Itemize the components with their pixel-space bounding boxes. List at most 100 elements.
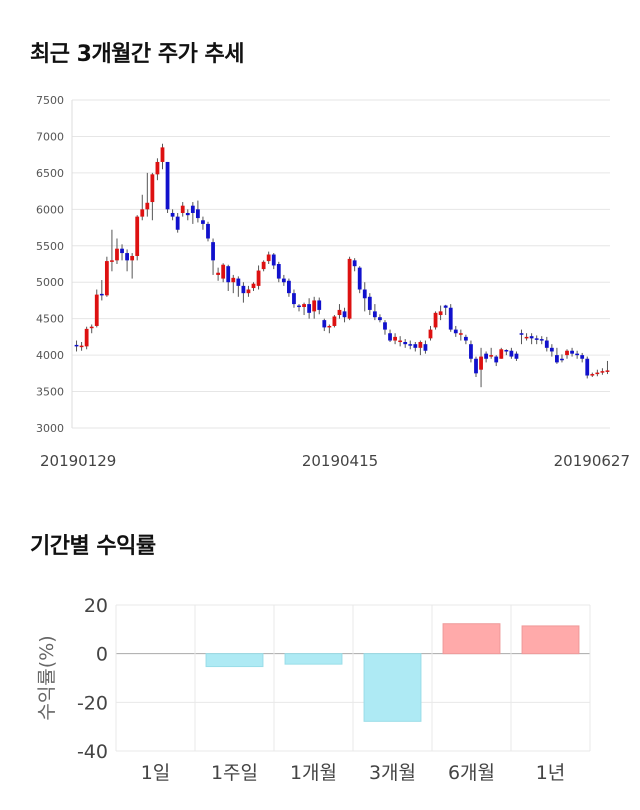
candle-body [206,223,210,239]
candle-body [115,248,119,261]
candle-body [403,341,408,345]
candle-body [180,205,185,213]
candle-body [327,325,332,328]
candle-body [190,205,195,213]
return-x-tick-label: 1개월 [290,762,337,784]
candle-body [524,336,529,339]
candle-body [236,278,241,286]
candle-body [276,264,281,279]
candle-body [585,358,590,376]
price-y-tick-label: 4500 [36,313,64,326]
candle-body [605,370,610,372]
candle-body [595,372,600,375]
candle-body [489,355,494,357]
candle-body [292,293,296,305]
candle-body [479,356,483,370]
candle-body [408,344,413,346]
return-bar [521,625,580,655]
candle-body [145,202,150,210]
return-x-tick-label: 6개월 [448,762,495,784]
candle-body [266,254,271,262]
price-y-tick-label: 5500 [36,240,64,253]
return-bar [205,653,264,668]
return-y-tick-label: 0 [96,644,108,666]
returns-bar-chart: 20 0 -20 -40 1일 1주일 1개월 3개월 6개월 1년 수익률(%) [36,595,591,784]
candle-body [155,161,160,175]
candle-body [84,328,89,347]
candle-body [246,289,251,294]
candle-body [211,242,215,261]
candle-body [140,209,145,217]
candle-body [221,264,226,279]
candle-body [165,161,170,210]
candle-body [352,260,357,267]
candle-body [590,374,595,376]
candle-body [94,294,99,326]
candle-body [413,344,418,348]
candle-body [393,336,397,341]
candle-body [79,345,84,348]
price-y-tick-label: 3500 [36,386,64,399]
return-y-tick-label: -20 [77,692,108,714]
candle-body [469,344,473,359]
price-y-tick-label: 6000 [36,203,64,216]
candle-body [372,311,377,318]
candle-body [362,289,367,299]
return-x-tick-label: 1일 [141,762,171,784]
price-y-tick-label: 5000 [36,276,64,289]
return-x-tick-label: 1주일 [211,762,258,784]
candle-body [216,272,221,275]
candle-body [580,355,585,359]
candle-body [519,333,524,335]
candle-body [458,333,463,335]
candle-body [74,344,79,347]
candle-body [312,300,317,312]
candle-body [287,280,291,294]
candle-body [378,317,382,321]
candle-body [534,338,539,340]
candle-body [433,312,438,328]
candle-body [398,340,403,343]
candle-body [565,350,569,356]
return-x-tick-label: 1년 [536,762,566,784]
candle-body [185,212,190,216]
candle-body [539,339,544,341]
candle-body [175,216,180,230]
price-x-tick-label: 20190129 [40,452,116,470]
candle-body [125,253,129,261]
candle-body [484,353,489,359]
candle-body [110,260,114,262]
candle-body [509,350,514,357]
candle-body [544,340,549,348]
candle-body [555,355,559,363]
candle-body [504,350,509,352]
price-y-tick-label: 7000 [36,130,64,143]
candle-body [130,255,135,261]
candle-body [600,371,605,373]
candle-body [383,322,387,330]
return-y-tick-label: -40 [77,741,108,763]
candle-body [423,344,428,351]
candle-body [297,305,301,308]
candle-body [231,277,236,283]
candle-body [388,333,392,341]
candle-body [575,353,580,356]
candle-body [529,336,534,339]
candle-body [342,311,347,318]
candle-body [367,296,372,310]
candle-body [494,356,499,363]
candle-body [251,283,256,289]
candle-body [347,258,352,319]
candle-body [448,307,453,330]
candle-body [261,261,266,270]
return-y-axis-label: 수익률(%) [36,635,58,720]
candle-body [438,311,443,316]
candle-body [337,309,342,316]
return-x-tick-label: 3개월 [369,762,416,784]
candle-body [332,316,337,326]
candle-body [135,216,140,256]
candle-body [307,304,312,313]
candle-body [549,347,554,352]
candle-body [160,147,165,162]
price-y-tick-label: 6500 [36,167,64,180]
